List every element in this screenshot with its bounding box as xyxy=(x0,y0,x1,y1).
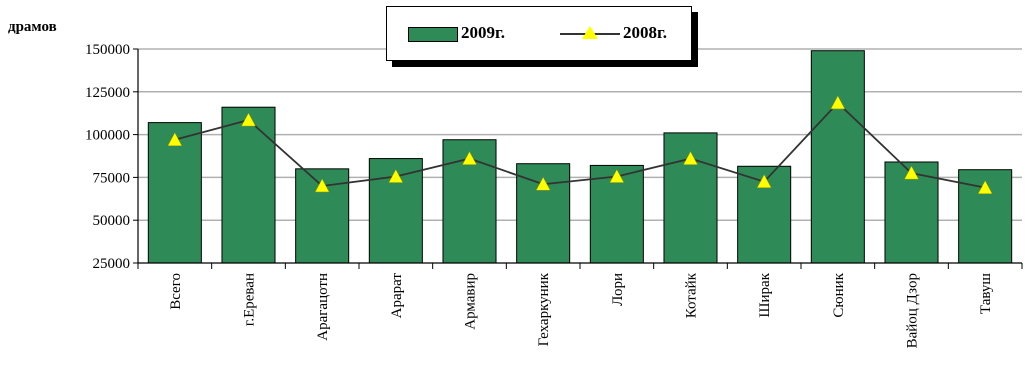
bar-9 xyxy=(810,50,865,264)
line-marker-3 xyxy=(388,169,404,183)
y-tick-label: 150000 xyxy=(85,42,130,58)
line-marker-0 xyxy=(167,132,183,146)
line-marker-11 xyxy=(977,180,993,194)
x-category-label: Сюник xyxy=(831,272,847,317)
legend-label-2009: 2009г. xyxy=(461,23,506,42)
x-category-label: Армавир xyxy=(463,273,479,330)
y-axis-unit-label: драмов xyxy=(8,19,57,35)
x-category-label: Котайк xyxy=(684,272,700,318)
x-category-label: Арагацотн xyxy=(315,273,331,341)
line-marker-9 xyxy=(830,95,846,110)
line-marker-6 xyxy=(609,169,625,183)
y-tick-label: 50000 xyxy=(93,213,131,229)
line-marker-5 xyxy=(535,176,551,191)
line-series-2008 xyxy=(174,101,986,189)
y-tick-label: 100000 xyxy=(85,128,130,144)
x-category-label: Арарат xyxy=(389,273,405,319)
y-tick-label: 75000 xyxy=(93,170,131,186)
line-marker-7 xyxy=(683,151,698,165)
bar-0 xyxy=(147,122,202,264)
x-category-label: Вайоц Дзор xyxy=(905,273,921,348)
legend-bar-swatch xyxy=(408,27,458,42)
x-category-label: г.Ереван xyxy=(242,273,258,326)
y-tick-label: 25000 xyxy=(93,256,131,272)
x-category-label: Тавуш xyxy=(978,273,994,315)
x-category-label: Лори xyxy=(610,273,626,306)
line-marker-10 xyxy=(904,165,919,180)
line-marker-2 xyxy=(314,178,330,193)
line-marker-1 xyxy=(241,112,256,127)
legend-label-2008: 2008г. xyxy=(623,23,668,42)
bar-1 xyxy=(221,106,276,264)
line-marker-4 xyxy=(462,151,477,165)
x-category-label: Ширак xyxy=(757,272,773,317)
chart-legend: 2009г. 2008г. xyxy=(386,6,692,61)
line-marker-8 xyxy=(756,174,772,188)
y-tick-label: 125000 xyxy=(85,85,130,101)
x-category-label: Гехаркуник xyxy=(536,272,552,346)
legend-triangle-marker-icon xyxy=(582,26,598,39)
x-category-label: Всего xyxy=(168,273,184,310)
